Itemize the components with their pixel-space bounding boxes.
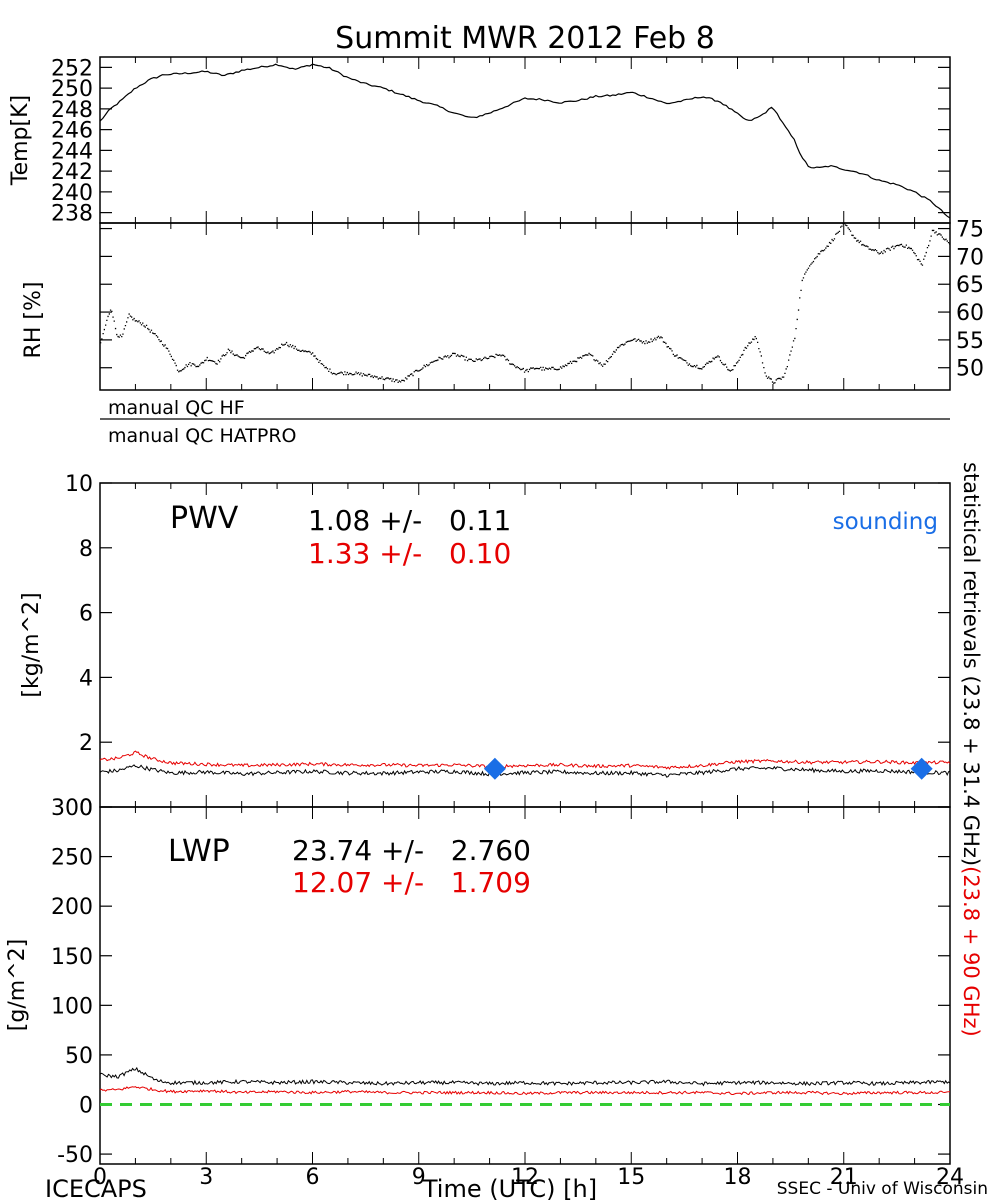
- rh-frame: [99, 222, 951, 391]
- x-tick-label: 24: [936, 1165, 964, 1190]
- y-tick-label: 100: [51, 994, 93, 1019]
- x-tick-label: 12: [511, 1165, 539, 1190]
- footer-ssec: SSEC - Univ of Wisconsin: [777, 1179, 988, 1199]
- x-axis: 0 3 6 9 12 15 18 21 24: [93, 1165, 964, 1190]
- y-tick-label: 246: [51, 119, 93, 144]
- side-label-red: (23.8 + 90 GHz): [959, 866, 983, 1037]
- temp-ylabel: Temp[K]: [8, 95, 33, 186]
- lwp-stat-black: 23.74 +/- 2.760: [292, 834, 531, 867]
- y-tick-label: 8: [79, 537, 93, 562]
- x-tick-label: 3: [199, 1165, 213, 1190]
- x-axis-label: Time (UTC) [h]: [422, 1175, 597, 1200]
- rh-ylabel: RH [%]: [21, 282, 46, 359]
- lwp-label: LWP: [168, 834, 230, 869]
- temp-series-line: [99, 63, 951, 219]
- qc-hf-label: manual QC HF: [108, 397, 245, 419]
- y-tick-label: 75: [956, 218, 984, 243]
- x-tick-label: 15: [617, 1165, 645, 1190]
- y-tick-label: 250: [51, 846, 93, 871]
- rh-data-points: [100, 223, 951, 384]
- pwv-stat-red: 1.33 +/- 0.10: [308, 537, 511, 570]
- side-label-black: statistical retrievals (23.8 + 31.4 GHz): [959, 462, 983, 866]
- qc-hatpro-label: manual QC HATPRO: [108, 425, 297, 447]
- y-tick-label: -50: [57, 1143, 93, 1168]
- lwp-stat-red: 12.07 +/- 1.709: [292, 866, 531, 899]
- y-tick-label: 238: [51, 202, 93, 227]
- x-tick-label: 9: [412, 1165, 426, 1190]
- y-tick-label: 65: [956, 273, 984, 298]
- pwv-series-black: [99, 764, 951, 778]
- lwp-series-red: [99, 1086, 951, 1096]
- y-tick-label: 150: [51, 945, 93, 970]
- y-tick-label: 10: [65, 472, 93, 497]
- lwp-ylabel: [g/m^2]: [5, 939, 30, 1031]
- pwv-series-red: [99, 750, 951, 770]
- y-tick-label: 248: [51, 98, 93, 123]
- sounding-point: [910, 757, 933, 780]
- lwp-series-black: [99, 1066, 951, 1087]
- y-tick-label: 252: [51, 56, 93, 81]
- footer-icecaps: ICECAPS: [45, 1175, 147, 1200]
- side-retrieval-label: statistical retrievals (23.8 + 31.4 GHz)…: [959, 462, 983, 1037]
- y-tick-label: 50: [65, 1044, 93, 1069]
- y-tick-label: 240: [51, 181, 93, 206]
- y-tick-label: 70: [956, 245, 984, 270]
- x-tick-label: 18: [724, 1165, 752, 1190]
- pwv-panel: [kg/m^2] 0 2 4 6 8 10 PWV 1.08 +/- 0.11 1.33 …: [19, 472, 951, 821]
- pwv-stat-black: 1.08 +/- 0.11: [308, 504, 511, 537]
- y-tick-label: 4: [79, 666, 93, 691]
- y-tick-label: 242: [51, 160, 93, 185]
- pwv-label: PWV: [170, 501, 239, 536]
- lwp-panel: [g/m^2] -50 0 50 100 150 200 250 300 LWP 23.74 …: [5, 796, 951, 1168]
- chart-title: Summit MWR 2012 Feb 8: [335, 21, 715, 56]
- temp-frame: [99, 56, 951, 224]
- x-tick-label: 21: [830, 1165, 858, 1190]
- y-tick-label: 50: [956, 357, 984, 382]
- sounding-point: [483, 757, 506, 780]
- y-tick-label: 2: [79, 731, 93, 756]
- rh-series-points: [100, 223, 951, 384]
- y-tick-label: 60: [956, 301, 984, 326]
- y-tick-label: 0: [79, 796, 93, 821]
- y-tick-label: 250: [51, 77, 93, 102]
- y-tick-label: 6: [79, 602, 93, 627]
- y-tick-label: 244: [51, 139, 93, 164]
- x-tick-label: 6: [306, 1165, 320, 1190]
- pwv-ylabel: [kg/m^2]: [19, 592, 44, 697]
- sounding-points: [483, 757, 933, 780]
- sounding-legend: sounding: [833, 509, 938, 535]
- x-tick-label: 0: [93, 1165, 107, 1190]
- qc-rows: manual QC HF manual QC HATPRO: [100, 397, 950, 447]
- y-tick-label: 200: [51, 895, 93, 920]
- y-tick-label: 55: [956, 329, 984, 354]
- y-tick-label: 0: [79, 1094, 93, 1119]
- y-tick-label: 300: [51, 796, 93, 821]
